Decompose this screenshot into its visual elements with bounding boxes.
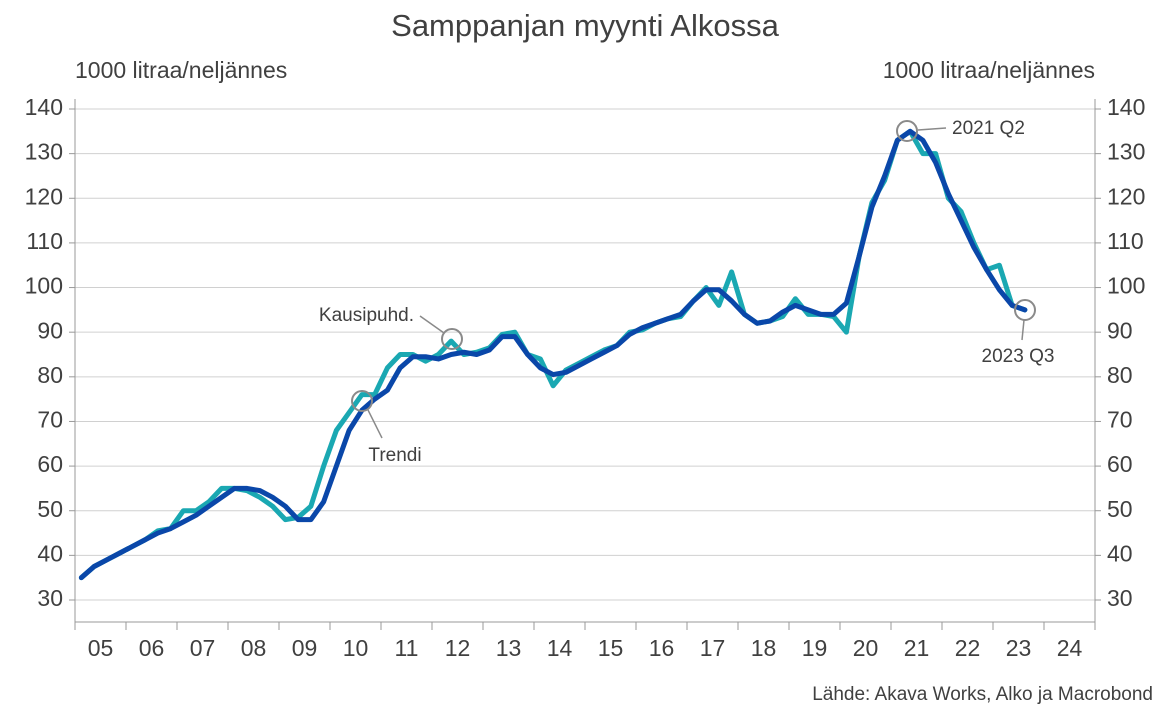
marker-circle (351, 390, 373, 412)
y-tick-label: 30 (37, 585, 63, 611)
y-tick-label: 120 (25, 183, 63, 209)
leader (419, 315, 445, 334)
x-tick-label: 16 (649, 635, 675, 661)
leader (917, 127, 947, 131)
y-tick-label: 100 (25, 273, 63, 299)
y2-tick-label: 40 (1107, 540, 1133, 566)
x-tick-label: 19 (802, 635, 828, 661)
y-tick-label: 50 (37, 496, 63, 522)
source: Lähde: Akava Works, Alko ja Macrobond (812, 684, 1153, 705)
x-tick-label: 06 (139, 635, 165, 661)
x-tick-label: 12 (445, 635, 471, 661)
x-tick-label: 07 (190, 635, 216, 661)
annotation: Trendi (368, 445, 421, 466)
marker-circle (1014, 299, 1036, 321)
x-tick-label: 08 (241, 635, 267, 661)
leader (367, 409, 383, 439)
annotation: 2023 Q3 (982, 346, 1055, 367)
annotation: Kausipuhd. (319, 305, 414, 326)
y2-tick-label: 100 (1107, 273, 1145, 299)
y-tick-label: 80 (37, 362, 63, 388)
marker-circle (441, 328, 463, 350)
x-tick-label: 14 (547, 635, 573, 661)
x-tick-label: 18 (751, 635, 777, 661)
series-line (78, 128, 1028, 581)
annotation: 2021 Q2 (952, 118, 1025, 139)
y2-tick-label: 90 (1107, 317, 1133, 343)
y2-tick-label: 140 (1107, 94, 1145, 120)
y2-tick-label: 70 (1107, 407, 1133, 433)
y2-tick-label: 50 (1107, 496, 1133, 522)
x-tick-label: 11 (395, 635, 419, 661)
x-tick-label: 15 (598, 635, 624, 661)
x-tick-label: 24 (1057, 635, 1083, 661)
chart-title: Samppanjan myynti Alkossa (391, 8, 779, 43)
x-tick-label: 17 (700, 635, 726, 661)
y2-tick-label: 80 (1107, 362, 1133, 388)
leader (1021, 319, 1025, 341)
y2-axis-label: 1000 litraa/neljännes (883, 57, 1095, 83)
y2-tick-label: 60 (1107, 451, 1133, 477)
x-tick-label: 09 (292, 635, 318, 661)
y-tick-label: 90 (37, 317, 63, 343)
y2-tick-label: 110 (1107, 228, 1144, 254)
x-tick-label: 13 (496, 635, 522, 661)
x-tick-label: 21 (904, 635, 930, 661)
x-tick-label: 05 (88, 635, 114, 661)
y-tick-label: 130 (25, 139, 63, 165)
y2-tick-label: 130 (1107, 139, 1145, 165)
y2-tick-label: 30 (1107, 585, 1133, 611)
x-tick-label: 10 (343, 635, 369, 661)
y-tick-label: 60 (37, 451, 63, 477)
x-tick-label: 22 (955, 635, 981, 661)
y-tick-label: 70 (37, 407, 63, 433)
x-tick-label: 20 (853, 635, 879, 661)
y-axis-label: 1000 litraa/neljännes (75, 57, 287, 83)
y2-tick-label: 120 (1107, 183, 1145, 209)
marker-circle (896, 120, 918, 142)
plot-area: 30 40 50 60 70 80 90 100 110 120 130 140 30 40 50 60 70 8… (25, 94, 1146, 661)
y-tick-label: 140 (25, 94, 63, 120)
x-tick-label: 23 (1006, 635, 1032, 661)
y-tick-label: 110 (26, 228, 63, 254)
y-tick-label: 40 (37, 540, 63, 566)
annotations: Kausipuhd. Trendi 2021 Q2 2023 Q3 (319, 118, 1055, 466)
